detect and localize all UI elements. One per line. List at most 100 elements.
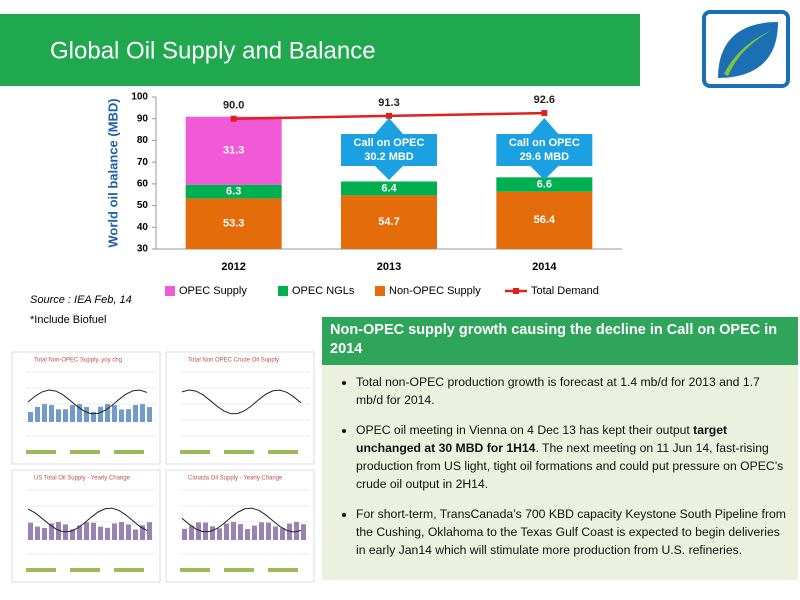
thumbnail-legend [114,450,144,454]
thumbnail-title: Total Non-OPEC Supply, yoy chg [34,358,122,364]
thumbnail-title: Canada Oil Supply - Yearly Change [188,476,283,482]
thumbnail-legend [268,568,298,572]
demand-marker [541,110,548,117]
header-bar [0,14,640,86]
callout [496,118,593,180]
y-tick-label: 40 [137,222,149,233]
thumbnail-legend [180,450,210,454]
y-axis-label: World oil balance (MBD) [105,98,120,247]
thumbnail-bar [182,528,187,540]
thumbnail-bar [133,529,138,540]
thumbnail-legend [70,568,100,572]
text-box: Non-OPEC supply growth causing the decli… [322,317,798,580]
callout [341,118,437,180]
thumbnail-bar [301,524,306,540]
thumbnail-bar [147,522,152,540]
legend-label: Non-OPEC Supply [389,285,481,297]
thumbnail-bar [35,406,40,422]
bar-value-label: 54.7 [378,216,399,228]
thumbnail-bar [189,525,194,540]
thumbnail-legend [26,450,56,454]
bullet: OPEC oil meeting in Vienna on 4 Dec 13 h… [356,421,788,493]
thumbnail-bar [266,522,271,540]
y-tick-label: 30 [137,244,149,255]
bar-value-label: 6.6 [537,178,552,190]
bar-segment [341,181,437,196]
y-tick-label: 70 [137,157,149,168]
thumbnail-bar [252,525,257,540]
thumbnail-legend [268,450,298,454]
thumbnail-bar [217,528,222,540]
thumbnail-bar [28,522,33,540]
logo [702,10,790,88]
thumbnail-bar [238,524,243,540]
footnote: *Include Biofuel [30,314,106,326]
demand-value-label: 92.6 [534,94,555,106]
thumbnail-bar [56,409,61,422]
legend-swatch [165,286,175,296]
thumbnail-chart: Total Non OPEC Crude Oil Supply [165,351,315,465]
thumbnail-bar [77,525,82,540]
bar-segment [185,116,282,185]
bullet-text: . The next meeting on 11 Jun 14, fast-ri… [356,441,784,491]
thumbnail-bar [56,522,61,540]
thumbnail-bar [119,522,124,540]
thumbnail-bar [70,405,75,422]
bar-value-label: 6.4 [381,182,397,194]
bar-segment [496,177,593,192]
thumbnail-bar [91,411,96,422]
thumbnail-bar [70,529,75,540]
y-tick-label: 100 [131,92,148,103]
bullet: Total non-OPEC production growth is fore… [356,373,788,409]
thumbnail-bar [147,407,152,422]
thumbnail-bar [287,523,292,540]
x-tick-label: 2014 [532,261,557,273]
thumbnail-chart: US Total Oil Supply - Yearly Change [11,469,161,583]
thumbnail-line [27,389,148,415]
thumbnail-line [181,507,302,533]
thumbnail-bar [259,522,264,540]
thumbnail-legend [70,450,100,454]
source-note: Source : IEA Feb, 14 [30,294,132,306]
thumbnail-bar [126,409,131,422]
thumbnail-bar [84,406,89,422]
legend-label: Total Demand [531,285,599,297]
bullet-text: OPEC oil meeting in Vienna on 4 Dec 13 h… [356,423,694,437]
bar-segment [185,198,282,249]
thumbnail-chart: Total Non-OPEC Supply, yoy chg [11,351,161,465]
bar-value-label: 56.4 [534,214,556,226]
thumbnail-title: US Total Oil Supply - Yearly Change [34,476,131,482]
callout-text: Call on OPEC [509,137,580,149]
thumbnail-bar [105,404,110,422]
callout-text: 29.6 MBD [520,151,570,163]
bullet: For short-term, TransCanada’s 700 KBD ca… [356,505,788,559]
bullet-text: For short-term, TransCanada’s 700 KBD ca… [356,507,786,557]
demand-marker [230,115,237,122]
bullet-text: target unchanged at 30 MBD for 1H14 [356,423,728,455]
thumbnail-bar [77,404,82,422]
text-box-heading: Non-OPEC supply growth causing the decli… [322,317,798,365]
callout-text: 30.2 MBD [364,151,414,163]
legend-label: OPEC Supply [179,285,247,297]
y-tick-label: 60 [137,178,149,189]
thumbnail-legend [224,450,254,454]
thumbnail-bar [140,404,145,422]
thumbnail-chart: Canada Oil Supply - Yearly Change [165,469,315,583]
thumbnail-legend [114,568,144,572]
y-tick-label: 80 [137,135,149,146]
thumbnail-bar [119,409,124,422]
thumbnail-bar [105,527,110,540]
thumbnail-bar [49,405,54,422]
thumbnail-bar [98,406,103,422]
thumbnail-bar [42,527,47,540]
thumbnail-bar [84,522,89,540]
thumbnail-bar [224,523,229,540]
thumbnail-title: Total Non OPEC Crude Oil Supply [188,358,279,364]
thumbnail-bar [42,404,47,422]
thumbnail-bar [49,523,54,540]
x-tick-label: 2012 [221,261,245,273]
demand-marker [386,112,392,119]
legend-label: OPEC NGLs [292,285,355,297]
